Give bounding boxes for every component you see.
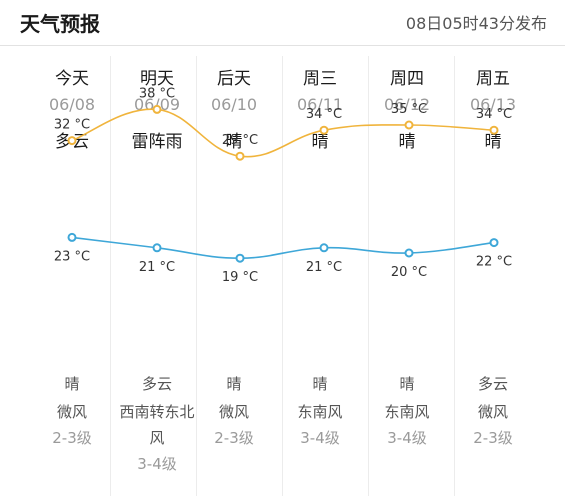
publish-time: 08日05时43分发布 xyxy=(405,14,547,33)
day-weather: 晴 xyxy=(398,132,416,152)
date-label: 06/08 xyxy=(48,95,96,114)
header-divider xyxy=(0,45,565,46)
day-label: 周四 xyxy=(390,69,424,89)
wind-level: 2-3级 xyxy=(214,429,254,447)
day-label: 周三 xyxy=(303,69,337,89)
wind-direction: 东南风 xyxy=(384,403,430,421)
day-column[interactable]: 今天 06/08 多云 晴 微风 2-3级 xyxy=(29,46,115,500)
day-label: 周五 xyxy=(476,69,510,89)
date-label: 06/09 xyxy=(133,95,181,114)
date-label: 06/13 xyxy=(469,95,517,114)
wind-info: 微风 2-3级 xyxy=(29,399,115,451)
column-divider xyxy=(282,56,283,496)
night-weather: 晴 xyxy=(312,375,328,393)
wind-direction-line2: 风 xyxy=(149,429,165,447)
wind-level: 3-4级 xyxy=(300,429,340,447)
day-label: 后天 xyxy=(217,69,251,89)
day-column[interactable]: 周五 06/13 晴 多云 微风 2-3级 xyxy=(450,46,536,500)
wind-direction: 微风 xyxy=(218,403,249,421)
day-weather: 晴 xyxy=(225,132,243,152)
wind-direction: 微风 xyxy=(477,403,508,421)
page-title: 天气预报 xyxy=(20,12,100,36)
day-weather: 晴 xyxy=(484,132,502,152)
day-column[interactable]: 后天 06/10 晴 晴 微风 2-3级 xyxy=(191,46,277,500)
wind-info: 微风 2-3级 xyxy=(191,399,277,451)
wind-info: 西南转东北 风 3-4级 xyxy=(114,399,200,477)
day-weather: 雷阵雨 xyxy=(131,132,183,152)
date-label: 06/10 xyxy=(210,95,258,114)
wind-level: 2-3级 xyxy=(52,429,92,447)
wind-info: 微风 2-3级 xyxy=(450,399,536,451)
column-divider xyxy=(196,56,197,496)
wind-info: 东南风 3-4级 xyxy=(364,399,450,451)
forecast-columns: 今天 06/08 多云 晴 微风 2-3级 明天 06/09 雷阵雨 多云 西南… xyxy=(0,46,565,500)
day-weather: 晴 xyxy=(311,132,329,152)
wind-level: 2-3级 xyxy=(473,429,513,447)
wind-direction: 微风 xyxy=(56,403,87,421)
wind-direction: 西南转东北 风 xyxy=(114,399,200,451)
night-weather: 晴 xyxy=(64,375,80,393)
night-weather: 多云 xyxy=(141,375,172,393)
day-label: 今天 xyxy=(55,69,89,89)
column-divider xyxy=(110,56,111,496)
column-divider xyxy=(368,56,369,496)
day-weather: 多云 xyxy=(55,132,89,152)
night-weather: 晴 xyxy=(399,375,415,393)
day-column[interactable]: 明天 06/09 雷阵雨 多云 西南转东北 风 3-4级 xyxy=(114,46,200,500)
wind-level: 3-4级 xyxy=(387,429,427,447)
wind-direction-line1: 西南转东北 xyxy=(119,403,195,421)
wind-direction: 东南风 xyxy=(297,403,343,421)
date-label: 06/12 xyxy=(383,95,431,114)
day-column[interactable]: 周四 06/12 晴 晴 东南风 3-4级 xyxy=(364,46,450,500)
wind-info: 东南风 3-4级 xyxy=(277,399,363,451)
day-label: 明天 xyxy=(140,69,174,89)
date-label: 06/11 xyxy=(296,95,344,114)
wind-level: 3-4级 xyxy=(137,455,177,473)
day-column[interactable]: 周三 06/11 晴 晴 东南风 3-4级 xyxy=(277,46,363,500)
night-weather: 多云 xyxy=(477,375,508,393)
column-divider xyxy=(454,56,455,496)
header: 天气预报 08日05时43分发布 xyxy=(0,0,565,45)
night-weather: 晴 xyxy=(226,375,242,393)
